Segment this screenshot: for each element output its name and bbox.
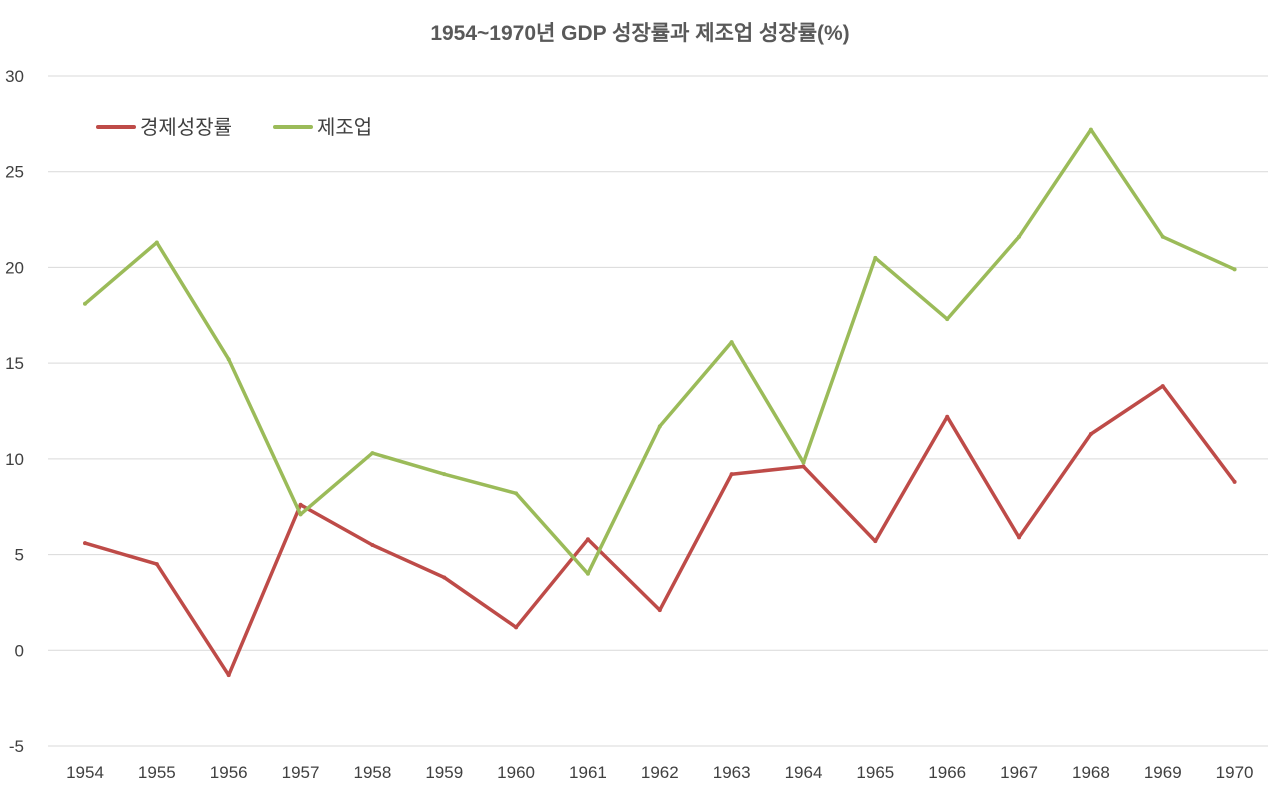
data-point — [585, 537, 590, 542]
chart-title: 1954~1970년 GDP 성장률과 제조업 성장률(%) — [430, 22, 849, 45]
y-tick-label: 20 — [5, 258, 24, 277]
y-tick-label: 15 — [5, 354, 24, 373]
data-point — [657, 608, 662, 613]
y-tick-label: 30 — [5, 67, 24, 86]
x-tick-label: 1960 — [497, 763, 535, 782]
data-point — [657, 424, 662, 429]
data-point — [1088, 431, 1093, 436]
x-tick-label: 1959 — [425, 763, 463, 782]
legend-label: 경제성장률 — [140, 116, 232, 139]
data-point — [1160, 234, 1165, 239]
x-tick-label: 1964 — [785, 763, 823, 782]
x-tick-label: 1958 — [353, 763, 391, 782]
data-point — [801, 464, 806, 469]
y-tick-label: 5 — [15, 546, 24, 565]
data-point — [298, 502, 303, 507]
x-tick-label: 1970 — [1216, 763, 1254, 782]
y-tick-label: 25 — [5, 163, 24, 182]
x-axis-ticks: 1954 1955 1956 1957 1958 1959 1960 1961 1962 1963… — [66, 763, 1253, 782]
x-tick-label: 1966 — [928, 763, 966, 782]
data-point — [1232, 479, 1237, 484]
data-point — [298, 512, 303, 517]
x-tick-label: 1963 — [713, 763, 751, 782]
data-point — [83, 301, 87, 306]
x-tick-label: 1967 — [1000, 763, 1038, 782]
data-point — [1017, 535, 1022, 540]
data-point — [945, 317, 950, 322]
data-point — [154, 240, 159, 245]
data-point — [873, 539, 878, 544]
series-lines — [83, 127, 1237, 678]
x-tick-label: 1961 — [569, 763, 607, 782]
data-point — [226, 357, 231, 362]
data-point — [514, 625, 519, 630]
y-tick-label: -5 — [9, 737, 24, 756]
x-tick-label: 1968 — [1072, 763, 1110, 782]
data-point — [1017, 234, 1022, 239]
data-point — [442, 472, 447, 477]
series-line-2 — [83, 127, 1237, 576]
data-point — [1160, 384, 1165, 389]
x-tick-label: 1955 — [138, 763, 176, 782]
y-tick-label: 0 — [15, 641, 24, 660]
y-axis-ticks: 30 25 20 15 10 5 0 -5 — [5, 67, 24, 756]
data-point — [585, 571, 590, 576]
data-point — [83, 541, 87, 546]
x-tick-label: 1954 — [66, 763, 104, 782]
data-point — [873, 255, 878, 260]
data-point — [1232, 267, 1237, 272]
legend: 경제성장률 제조업 — [96, 116, 372, 139]
data-point — [226, 673, 231, 678]
x-tick-label: 1957 — [282, 763, 320, 782]
data-point — [801, 460, 806, 465]
x-tick-label: 1956 — [210, 763, 248, 782]
data-point — [1088, 127, 1093, 132]
data-point — [370, 543, 375, 547]
y-tick-label: 10 — [5, 450, 24, 469]
legend-label: 제조업 — [317, 116, 372, 139]
data-point — [514, 491, 519, 496]
data-point — [442, 575, 447, 580]
data-point — [945, 414, 950, 419]
gridlines — [48, 75, 1268, 747]
x-tick-label: 1965 — [856, 763, 894, 782]
data-point — [154, 562, 159, 567]
x-tick-label: 1962 — [641, 763, 679, 782]
data-point — [370, 451, 375, 456]
x-tick-label: 1969 — [1144, 763, 1182, 782]
data-point — [729, 340, 734, 345]
data-point — [729, 472, 734, 477]
